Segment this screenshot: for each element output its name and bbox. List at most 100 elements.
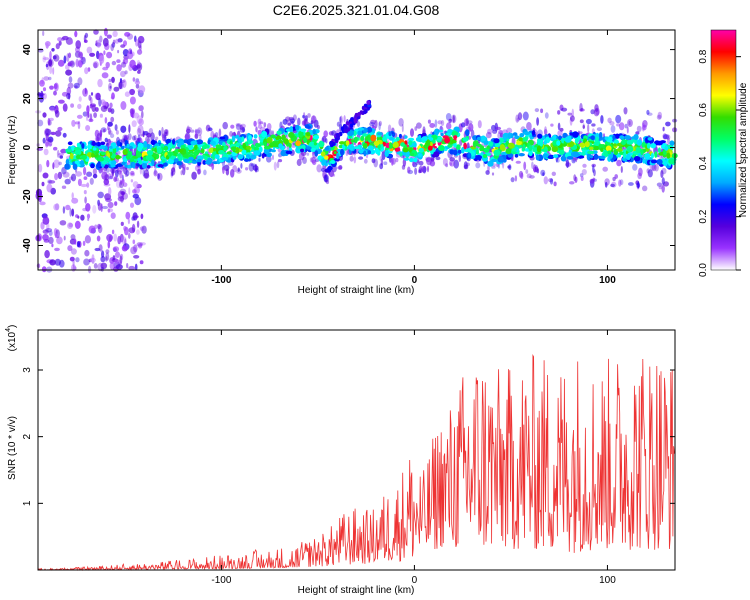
halo-blob	[498, 129, 503, 135]
halo-blob	[107, 127, 111, 135]
ridge-blob	[375, 147, 379, 155]
ridge-blob	[584, 141, 590, 148]
ridge-blob	[253, 134, 258, 139]
ridge-blob	[275, 136, 280, 141]
noise-blob	[60, 148, 67, 154]
noise-blob	[63, 55, 67, 64]
halo-blob	[525, 169, 529, 174]
ridge-blob	[516, 140, 522, 146]
halo-blob	[616, 159, 622, 167]
ridge-blob	[270, 134, 276, 139]
noise-blob	[113, 233, 118, 242]
noise-blob	[93, 29, 99, 35]
snr-frame	[37, 329, 676, 571]
noise-blob	[92, 168, 97, 175]
noise-blob	[74, 121, 80, 125]
noise-blob	[109, 85, 112, 89]
halo-blob	[536, 117, 539, 126]
ridge-blob	[589, 155, 594, 159]
noise-blob	[120, 101, 127, 110]
halo-blob	[429, 123, 436, 128]
noise-blob	[75, 40, 81, 49]
halo-blob	[109, 175, 113, 180]
noise-blob	[105, 252, 110, 261]
halo-blob	[567, 112, 573, 116]
noise-blob	[42, 57, 50, 61]
noise-blob	[48, 139, 53, 147]
noise-blob	[138, 118, 144, 126]
noise-blob	[103, 50, 106, 55]
noise-blob	[55, 43, 60, 50]
halo-blob	[197, 168, 201, 175]
halo-blob	[582, 125, 585, 129]
halo-blob	[119, 170, 123, 179]
noise-blob	[42, 137, 46, 144]
noise-blob	[129, 88, 136, 96]
noise-blob	[101, 172, 105, 177]
noise-blob	[54, 110, 60, 118]
ridge-blob	[362, 133, 368, 137]
ridge-blob	[475, 155, 483, 160]
noise-blob	[88, 225, 96, 234]
halo-blob	[353, 156, 357, 164]
noise-blob	[42, 30, 45, 36]
ridge-blob	[276, 130, 282, 136]
ridge-blob	[447, 143, 453, 148]
colorbar-tick-label: 0.2	[698, 209, 709, 223]
noise-blob	[50, 131, 56, 136]
halo-blob	[258, 157, 261, 162]
noise-blob	[70, 248, 77, 255]
ridge-blob	[305, 125, 311, 129]
halo-blob	[465, 118, 469, 127]
halo-blob	[157, 172, 163, 181]
halo-blob	[180, 170, 183, 176]
noise-blob	[127, 33, 133, 40]
noise-blob	[118, 81, 123, 90]
ridge-blob	[558, 149, 565, 155]
ridge-blob	[221, 156, 229, 161]
halo-blob	[306, 152, 310, 156]
ridge-blob	[280, 149, 287, 157]
noise-blob	[107, 240, 111, 249]
ridge-blob	[593, 145, 600, 151]
halo-blob	[235, 123, 242, 127]
noise-blob	[119, 179, 123, 185]
noise-blob	[41, 266, 47, 273]
noise-blob	[100, 262, 108, 269]
ridge-blob	[288, 142, 292, 148]
noise-blob	[54, 247, 60, 252]
halo-blob	[618, 122, 625, 131]
noise-blob	[73, 82, 80, 89]
halo-blob	[254, 168, 259, 173]
ridge-blob	[357, 127, 365, 131]
noise-blob	[125, 211, 131, 220]
halo-blob	[591, 123, 596, 127]
noise-blob	[82, 240, 86, 246]
noise-blob	[68, 76, 73, 83]
ridge-blob	[143, 140, 148, 148]
halo-blob	[153, 168, 157, 175]
ridge-blob	[444, 136, 451, 144]
noise-blob	[67, 82, 74, 89]
halo-blob	[518, 170, 524, 178]
halo-blob	[108, 130, 113, 135]
halo-blob	[453, 159, 460, 169]
ridge-blob	[640, 149, 644, 156]
halo-blob	[371, 158, 376, 164]
halo-blob	[340, 115, 343, 125]
ridge-blob	[255, 143, 259, 151]
halo-blob	[157, 161, 161, 165]
ridge-blob	[234, 143, 242, 147]
ridge-blob	[84, 145, 88, 150]
halo-blob	[551, 171, 556, 176]
noise-blob	[53, 146, 58, 151]
ridge-blob	[522, 144, 526, 150]
ridge-blob	[321, 159, 327, 165]
halo-blob	[520, 172, 524, 180]
ridge-blob	[232, 156, 237, 160]
noise-blob	[77, 120, 81, 130]
halo-blob	[515, 114, 520, 123]
ridge-blob	[498, 156, 504, 163]
noise-blob	[127, 218, 130, 225]
halo-blob	[517, 112, 523, 121]
